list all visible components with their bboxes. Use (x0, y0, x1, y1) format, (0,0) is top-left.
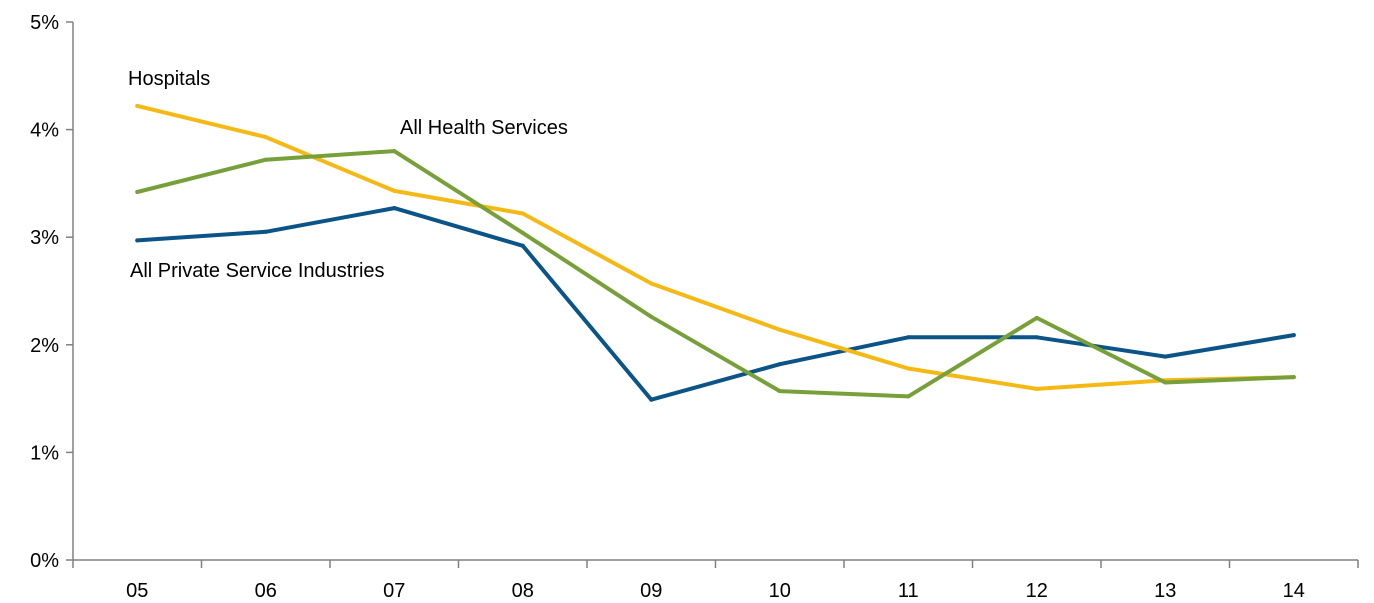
data-point-hospitals (392, 188, 397, 193)
data-point-health (1034, 315, 1039, 320)
x-tick-label: 10 (769, 580, 791, 602)
data-point-health (777, 389, 782, 394)
series-label-private: All Private Service Industries (130, 260, 385, 282)
data-point-hospitals (777, 327, 782, 332)
series-line-private (135, 206, 1296, 402)
x-tick-label: 06 (255, 580, 277, 602)
x-tick-label: 12 (1026, 580, 1048, 602)
y-tick-label: 3% (30, 227, 59, 249)
data-point-health (263, 157, 268, 162)
series-label-hospitals: Hospitals (128, 68, 210, 90)
x-tick-label: 14 (1283, 580, 1305, 602)
y-tick-label: 0% (30, 550, 59, 572)
data-point-hospitals (263, 135, 268, 140)
y-tick-label: 1% (30, 442, 59, 464)
series-lines (135, 103, 1296, 402)
x-tick-label: 13 (1154, 580, 1176, 602)
series-labels: Hospitals All Health Services All Privat… (128, 68, 568, 282)
data-point-private (1034, 335, 1039, 340)
series-line-health (135, 149, 1296, 399)
x-tick-label: 07 (383, 580, 405, 602)
data-point-private (1163, 354, 1168, 359)
data-point-hospitals (1034, 386, 1039, 391)
data-point-health (392, 149, 397, 154)
data-point-private (906, 335, 911, 340)
x-tick-label: 08 (512, 580, 534, 602)
data-point-hospitals (520, 211, 525, 216)
data-point-private (520, 243, 525, 248)
data-point-health (1291, 375, 1296, 380)
data-point-private (263, 229, 268, 234)
data-point-private (649, 397, 654, 402)
series-label-health: All Health Services (400, 117, 568, 139)
data-point-hospitals (649, 281, 654, 286)
data-point-health (649, 314, 654, 319)
data-point-hospitals (906, 366, 911, 371)
data-point-health (1163, 380, 1168, 385)
y-tick-label: 5% (30, 12, 59, 34)
data-point-private (135, 238, 140, 243)
y-tick-label: 2% (30, 335, 59, 357)
data-point-health (135, 190, 140, 194)
x-tick-label: 11 (898, 580, 919, 602)
axes: 0% 1% 2% 3% 4% 5% 05 06 07 08 09 10 11 12 13 14 (30, 12, 1359, 602)
x-tick-label: 05 (126, 580, 148, 602)
data-point-private (1291, 333, 1296, 338)
data-point-hospitals (135, 103, 140, 108)
data-point-private (777, 362, 782, 367)
series-line-hospitals (135, 103, 1296, 391)
data-point-health (520, 230, 525, 235)
y-tick-label: 4% (30, 120, 59, 142)
x-tick-label: 09 (640, 580, 662, 602)
data-point-private (392, 206, 397, 211)
data-point-health (906, 394, 911, 399)
